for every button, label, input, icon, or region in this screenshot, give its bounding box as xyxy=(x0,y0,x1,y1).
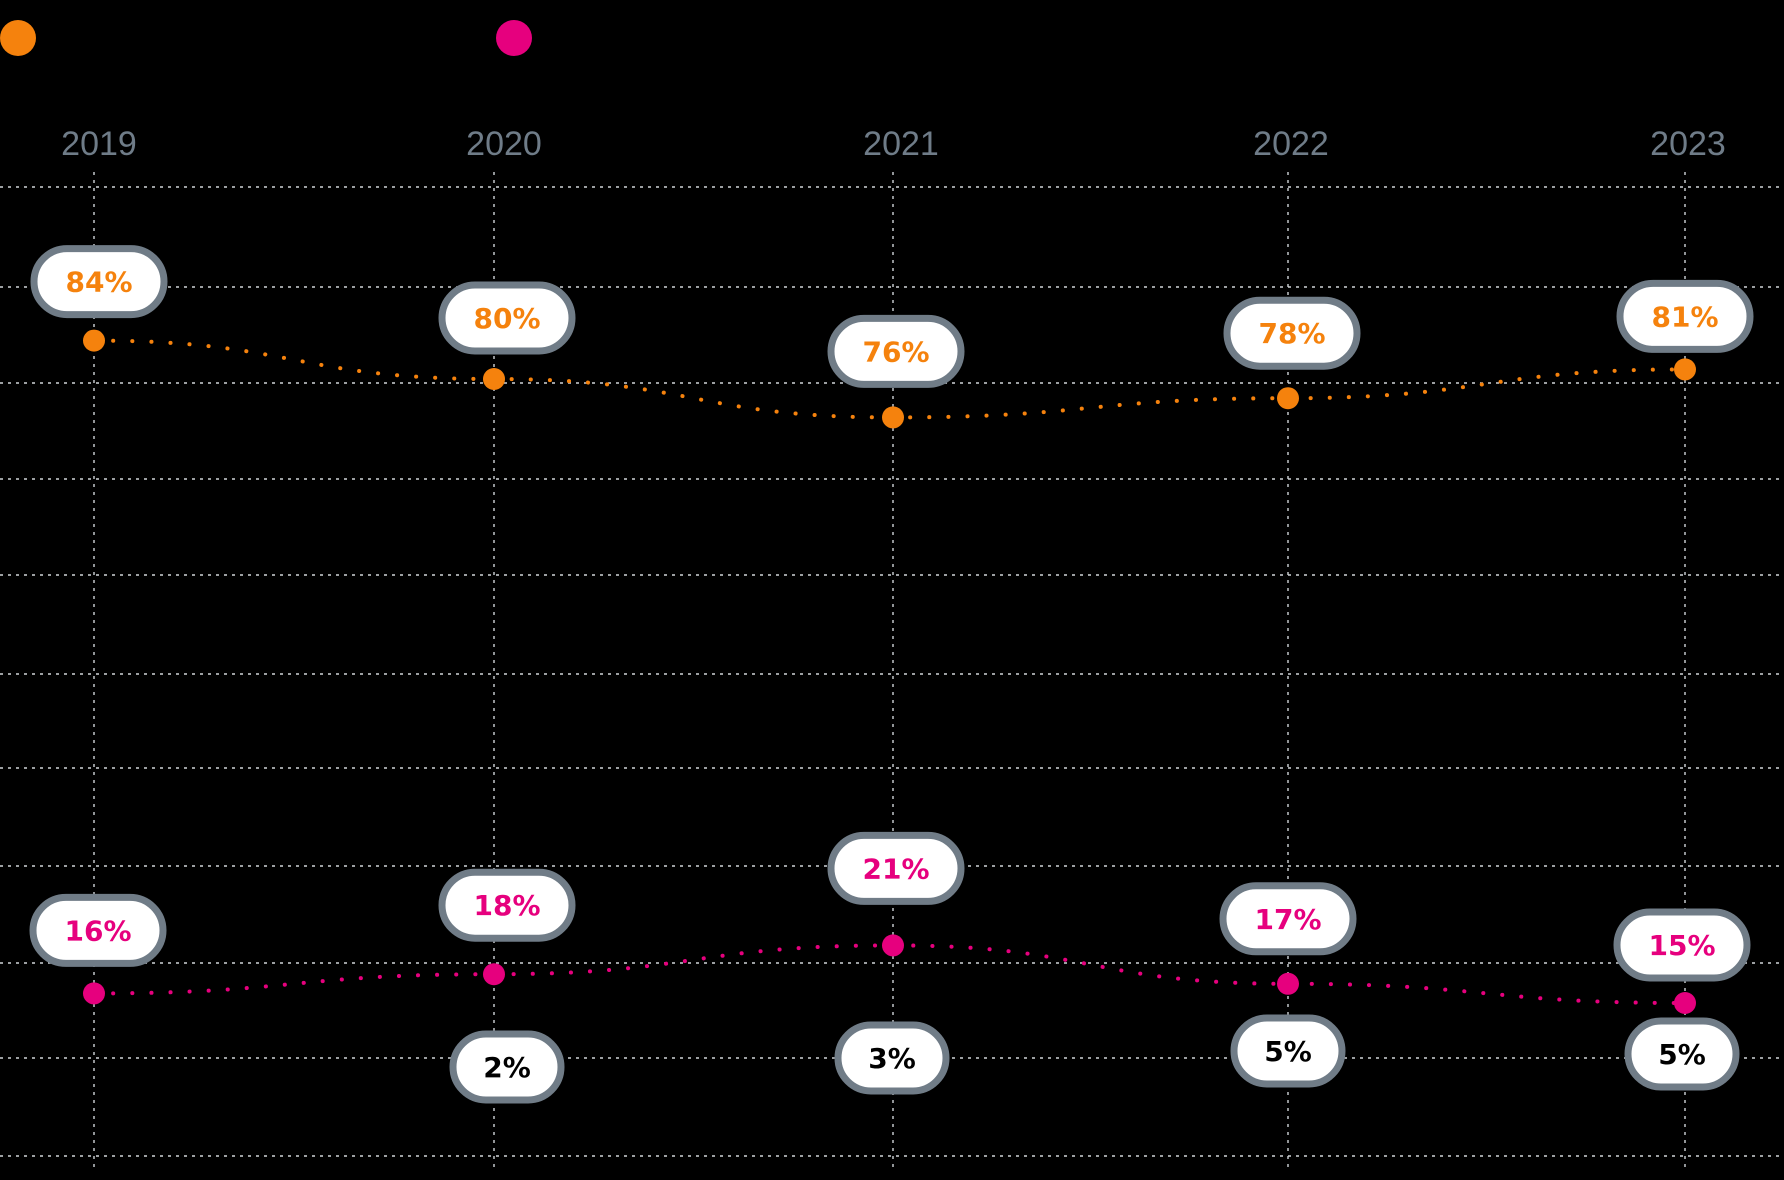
x-tick-label: 2022 xyxy=(1253,125,1329,163)
data-label-pill xyxy=(834,1021,950,1095)
data-label: 76% xyxy=(862,335,929,368)
data-label-pill xyxy=(30,245,168,319)
legend-marker xyxy=(496,20,532,56)
data-label: 18% xyxy=(473,889,540,922)
grid xyxy=(0,172,1784,1170)
data-label-pill xyxy=(1219,882,1357,956)
data-label-pill xyxy=(1613,908,1751,982)
data-label-group: 76% xyxy=(827,314,965,388)
data-label-pill xyxy=(1230,1014,1346,1088)
data-label-group: 84% xyxy=(30,245,168,319)
data-label-group: 81% xyxy=(1616,279,1754,353)
data-label: 84% xyxy=(65,266,132,299)
x-tick-label: 2023 xyxy=(1650,125,1726,163)
data-label: 21% xyxy=(862,852,929,885)
data-point xyxy=(83,982,105,1005)
data-label: 80% xyxy=(473,302,540,335)
data-label-group: 78% xyxy=(1223,296,1361,370)
data-label-group: 2% xyxy=(449,1030,565,1104)
data-label-pill xyxy=(449,1030,565,1104)
data-label: 17% xyxy=(1254,903,1321,936)
data-label: 16% xyxy=(64,914,131,947)
data-point xyxy=(83,329,105,352)
data-label-group: 5% xyxy=(1230,1014,1346,1088)
data-label-pill xyxy=(827,314,965,388)
x-tick-label: 2020 xyxy=(466,125,542,163)
data-label: 2% xyxy=(483,1051,531,1084)
data-point xyxy=(1277,387,1299,410)
data-label: 5% xyxy=(1264,1035,1312,1068)
data-label-group: 80% xyxy=(438,281,576,355)
data-label: 5% xyxy=(1658,1038,1706,1071)
data-label-group: 3% xyxy=(834,1021,950,1095)
data-label-pill xyxy=(438,868,576,942)
data-label-pill xyxy=(29,893,167,967)
data-point xyxy=(483,963,505,986)
data-label-group: 16% xyxy=(29,893,167,967)
data-label-group: 21% xyxy=(827,831,965,905)
data-label: 81% xyxy=(1651,300,1718,333)
data-label: 3% xyxy=(868,1042,916,1075)
data-point xyxy=(1674,358,1696,381)
data-point xyxy=(882,934,904,957)
data-point xyxy=(882,406,904,429)
data-point xyxy=(1277,972,1299,995)
data-label-group: 18% xyxy=(438,868,576,942)
x-tick-label: 2019 xyxy=(61,125,137,163)
data-label-pill xyxy=(438,281,576,355)
data-label-pill xyxy=(1616,279,1754,353)
legend-marker xyxy=(0,20,36,56)
data-label-group: 5% xyxy=(1624,1017,1740,1091)
data-label-group: 17% xyxy=(1219,882,1357,956)
x-tick-label: 2021 xyxy=(863,125,939,163)
data-label-group: 15% xyxy=(1613,908,1751,982)
data-label: 15% xyxy=(1648,929,1715,962)
data-point xyxy=(483,368,505,390)
data-label-pill xyxy=(1624,1017,1740,1091)
data-point xyxy=(1674,992,1696,1014)
data-label-pill xyxy=(1223,296,1361,370)
data-label-pill xyxy=(827,831,965,905)
data-label: 78% xyxy=(1258,317,1325,350)
